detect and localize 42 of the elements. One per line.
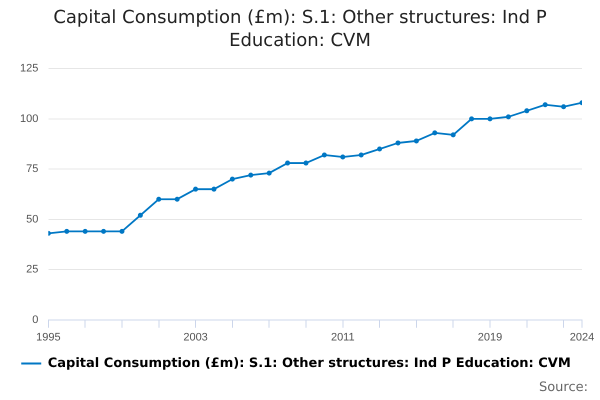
x-tick-label: 2003 <box>183 331 208 344</box>
source-note: Source: <box>538 380 588 395</box>
point <box>248 172 254 178</box>
point <box>395 140 400 146</box>
point <box>193 186 198 192</box>
x-tick-label: 2019 <box>478 331 502 344</box>
y-tick-label: 100 <box>20 112 38 125</box>
x-tick-label: 1995 <box>36 331 61 344</box>
y-tick-label: 75 <box>26 163 38 176</box>
point <box>450 132 456 138</box>
point <box>358 152 364 158</box>
point <box>119 228 124 234</box>
point <box>322 152 327 158</box>
point <box>101 228 106 234</box>
point <box>156 196 162 202</box>
point <box>524 108 530 114</box>
point <box>377 146 382 152</box>
y-tick-label: 0 <box>32 314 38 326</box>
point <box>561 104 566 110</box>
point <box>469 116 474 122</box>
point <box>340 154 346 160</box>
x-tick-label: 2024 <box>570 331 594 344</box>
legend-label: Capital Consumption (£m): S.1: Other structures: Ind P Education: CVM <box>48 356 571 371</box>
point <box>266 170 272 176</box>
point <box>414 138 419 144</box>
point <box>138 212 143 218</box>
y-tick-label: 125 <box>20 62 38 75</box>
y-tick-label: 50 <box>26 213 38 226</box>
point <box>230 176 235 182</box>
point <box>506 114 511 120</box>
point <box>432 130 438 136</box>
x-tick-label: 2011 <box>330 331 355 344</box>
point <box>487 116 492 122</box>
point <box>303 160 308 166</box>
chart-title: Capital Consumption (£m): S.1: Other structures: Ind P Education: CVM <box>52 6 548 52</box>
point <box>174 196 180 202</box>
point <box>82 228 88 234</box>
point <box>211 186 216 192</box>
y-tick-label: 25 <box>26 264 38 276</box>
point <box>64 228 70 234</box>
point <box>285 160 290 166</box>
point <box>542 102 548 108</box>
